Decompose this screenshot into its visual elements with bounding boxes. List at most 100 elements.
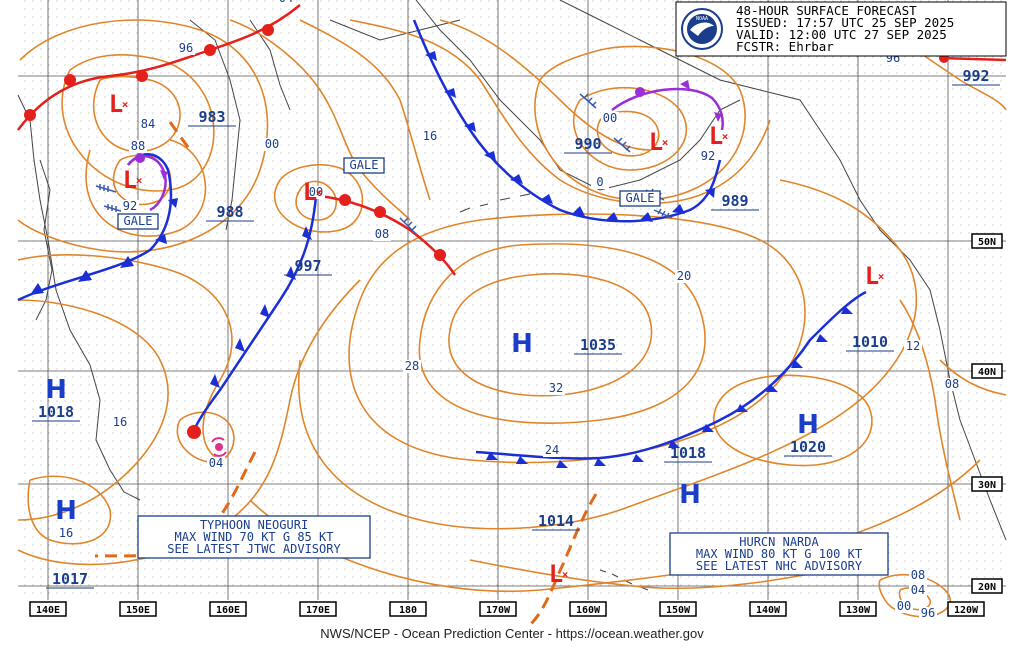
pressure-value: 1018	[38, 403, 74, 421]
isobar-label-bg	[675, 270, 693, 283]
isobar-label-bg	[699, 150, 717, 163]
stipple-background	[18, 0, 1006, 600]
pressure-value: 990	[574, 135, 601, 153]
longitude-box	[479, 601, 517, 617]
alaska-gulf-coast	[559, 0, 961, 421]
hurricane-advisory: HURCN NARDA MAX WIND 80 KT G 100 KT SEE …	[669, 532, 889, 576]
isobar-label-bg	[919, 607, 937, 620]
high-pressure-marker: H	[797, 410, 819, 440]
typhoon-low-dot	[187, 425, 201, 439]
longitude-box	[839, 601, 877, 617]
latitude-label: 40N	[978, 367, 996, 378]
cold-front-nw	[17, 153, 173, 302]
alaska-west-coast	[415, 0, 741, 191]
isobar-label: 28	[405, 359, 419, 373]
isobar-label-bg	[373, 228, 391, 241]
isobar-label: 00	[603, 111, 617, 125]
pressure-value: 992	[962, 67, 989, 85]
cold-front-east	[475, 290, 867, 460]
isobar-label: 04	[209, 456, 223, 470]
footer-credit: NWS/NCEP - Ocean Prediction Center - htt…	[320, 626, 704, 641]
graticule	[18, 0, 1006, 600]
low-center-cross-icon: ×	[562, 568, 569, 581]
low-pressure-marker: L	[109, 90, 123, 118]
isobar-label: 16	[423, 129, 437, 143]
low-center-cross-icon: ×	[136, 174, 143, 187]
low-center-cross-icon: ×	[878, 270, 885, 283]
isobar-label: 20	[677, 269, 691, 283]
typhoon-advisory-line: TYPHOON NEOGURI	[200, 518, 308, 532]
header-forecaster: FCSTR: Ehrbar	[736, 39, 834, 54]
gale-box	[619, 190, 661, 207]
isobar-label: 88	[131, 139, 145, 153]
high-pressure-marker: H	[679, 480, 701, 510]
isobar-label-bg	[547, 382, 565, 395]
hawaiian-islands	[599, 569, 649, 591]
isobar-label-bg	[307, 186, 325, 199]
isobar-label-bg	[263, 138, 281, 151]
noaa-logo-text: NOAA	[696, 16, 708, 22]
hurricane-advisory-line: HURCN NARDA	[739, 535, 819, 549]
isobar-label: 08	[945, 377, 959, 391]
isobar-label: 00	[897, 599, 911, 613]
gale-boxes: GALE GALE GALE	[117, 157, 661, 230]
isobar-label: 32	[549, 381, 563, 395]
asia-coast	[17, 94, 141, 501]
isobar-label-bg	[421, 130, 439, 143]
longitude-box	[947, 601, 985, 617]
gale-label: GALE	[124, 214, 153, 228]
isobar-label-bg	[895, 600, 913, 613]
isobar-label-bg	[904, 340, 922, 353]
longitude-label: 130W	[846, 605, 871, 616]
isobar-label: 08	[911, 568, 925, 582]
typhoon-advisory-line: MAX WIND 70 KT G 85 KT	[175, 530, 334, 544]
low-pressure-marker: L	[549, 560, 563, 588]
isobar-label-bg	[207, 457, 225, 470]
longitude-label: 180	[399, 605, 417, 616]
isobar-label-bg	[943, 378, 961, 391]
isobar-labels: 84 88 92 00 16 08 00 28 32 24 20 12 08 16 16 04 96 96 00 92…	[57, 0, 961, 620]
low-pressure-marker: L	[865, 262, 879, 290]
axis-labels: 140E 150E 160E 170E 180 170W 160W 150W 140W 130W 1…	[29, 233, 1003, 617]
header-title: 48-HOUR SURFACE FORECAST	[736, 3, 917, 18]
low-center-cross-icon: ×	[722, 130, 729, 143]
typhoon-symbol-icon	[211, 437, 227, 457]
longitude-box	[299, 601, 337, 617]
isobar-label: 04	[911, 583, 925, 597]
latitude-box	[971, 363, 1003, 379]
isobar-label-bg	[591, 176, 609, 189]
isobar-label: 96	[179, 41, 193, 55]
pressure-value: 1035	[580, 336, 616, 354]
longitude-label: 170W	[486, 605, 511, 616]
hurricane-advisory-line: SEE LATEST NHC ADVISORY	[696, 559, 863, 573]
latitude-label: 20N	[978, 582, 996, 593]
isobar-label: 16	[113, 415, 127, 429]
hawaii-low-track	[528, 493, 598, 627]
longitude-box	[659, 601, 697, 617]
isobar-label-bg	[909, 584, 927, 597]
pressure-value: 997	[294, 257, 321, 275]
low-pressure-marker: L	[649, 128, 663, 156]
low-pressure-marker: L	[709, 122, 723, 150]
isobar-label: 92	[701, 149, 715, 163]
isobar-label: 00	[265, 137, 279, 151]
isobar-label-bg	[57, 527, 75, 540]
isobar-label-bg	[129, 140, 147, 153]
isobar-label-bg	[909, 569, 927, 582]
isobar-label-bg	[601, 112, 619, 125]
isobar-label-bg	[121, 200, 139, 213]
kamchatka-coast	[189, 19, 241, 231]
isobar-label-bg	[277, 0, 295, 5]
header-valid: VALID: 12:00 UTC 27 SEP 2025	[736, 27, 947, 42]
isobar-label: 12	[906, 339, 920, 353]
longitude-box	[749, 601, 787, 617]
chukotka-coast	[329, 19, 461, 41]
latitude-box	[971, 476, 1003, 492]
longitude-label: 160W	[576, 605, 601, 616]
longitude-label: 150W	[666, 605, 691, 616]
sakhalin-coast	[35, 159, 53, 321]
gale-label: GALE	[626, 191, 655, 205]
isobar-label: 24	[545, 443, 559, 457]
isobar-label: 08	[375, 227, 389, 241]
